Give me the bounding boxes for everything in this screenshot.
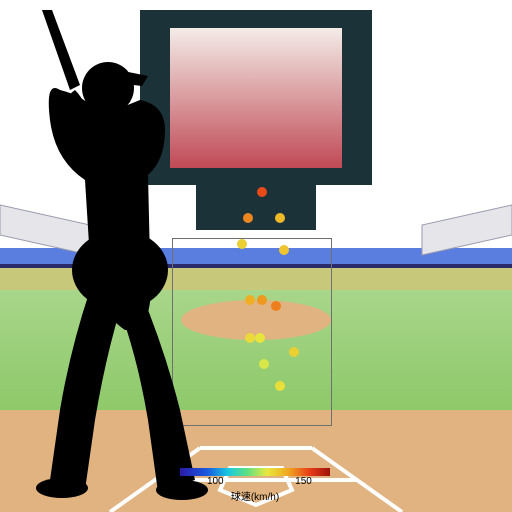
pitch-chart: 100 150球速(km/h) bbox=[0, 0, 512, 512]
colorbar-tick: 150 bbox=[295, 476, 312, 487]
colorbar-ticks: 100 150 bbox=[180, 476, 330, 488]
colorbar: 100 150球速(km/h) bbox=[180, 468, 330, 503]
colorbar-gradient bbox=[180, 468, 330, 476]
batter-silhouette bbox=[0, 10, 250, 510]
colorbar-label: 球速(km/h) bbox=[180, 488, 330, 503]
colorbar-tick: 100 bbox=[207, 476, 224, 487]
